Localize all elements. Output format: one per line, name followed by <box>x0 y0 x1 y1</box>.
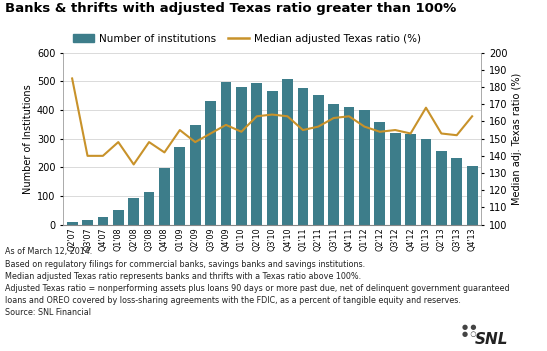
Bar <box>129 198 139 225</box>
Text: As of March 12, 2014.
Based on regulatory filings for commercial banks, savings : As of March 12, 2014. Based on regulator… <box>5 247 510 317</box>
Bar <box>359 110 370 225</box>
Bar <box>252 83 262 225</box>
Text: Banks & thrifts with adjusted Texas ratio greater than 100%: Banks & thrifts with adjusted Texas rati… <box>5 2 457 15</box>
Bar <box>97 217 108 225</box>
Legend: Number of institutions, Median adjusted Texas ratio (%): Number of institutions, Median adjusted … <box>68 29 426 48</box>
Y-axis label: Number of Institutions: Number of Institutions <box>22 84 33 193</box>
Bar <box>344 107 354 225</box>
Bar <box>421 139 432 225</box>
Text: ● ●
● ○: ● ● ● ○ <box>462 324 477 337</box>
Bar <box>144 192 154 225</box>
Bar <box>467 166 478 225</box>
Bar <box>113 210 124 225</box>
Bar <box>236 87 247 225</box>
Bar <box>205 101 216 225</box>
Bar <box>159 168 170 225</box>
Bar <box>375 122 385 225</box>
Bar <box>328 104 339 225</box>
Bar <box>451 158 462 225</box>
Bar <box>405 134 416 225</box>
Y-axis label: Median adj. Texas ratio (%): Median adj. Texas ratio (%) <box>511 73 522 205</box>
Bar <box>282 79 293 225</box>
Bar <box>267 91 277 225</box>
Bar <box>67 222 78 225</box>
Bar <box>220 82 231 225</box>
Bar <box>313 95 324 225</box>
Bar <box>82 220 93 225</box>
Bar <box>174 147 185 225</box>
Bar <box>190 125 201 225</box>
Text: SNL: SNL <box>475 332 509 347</box>
Bar <box>436 151 447 225</box>
Bar <box>390 133 400 225</box>
Bar <box>298 88 309 225</box>
